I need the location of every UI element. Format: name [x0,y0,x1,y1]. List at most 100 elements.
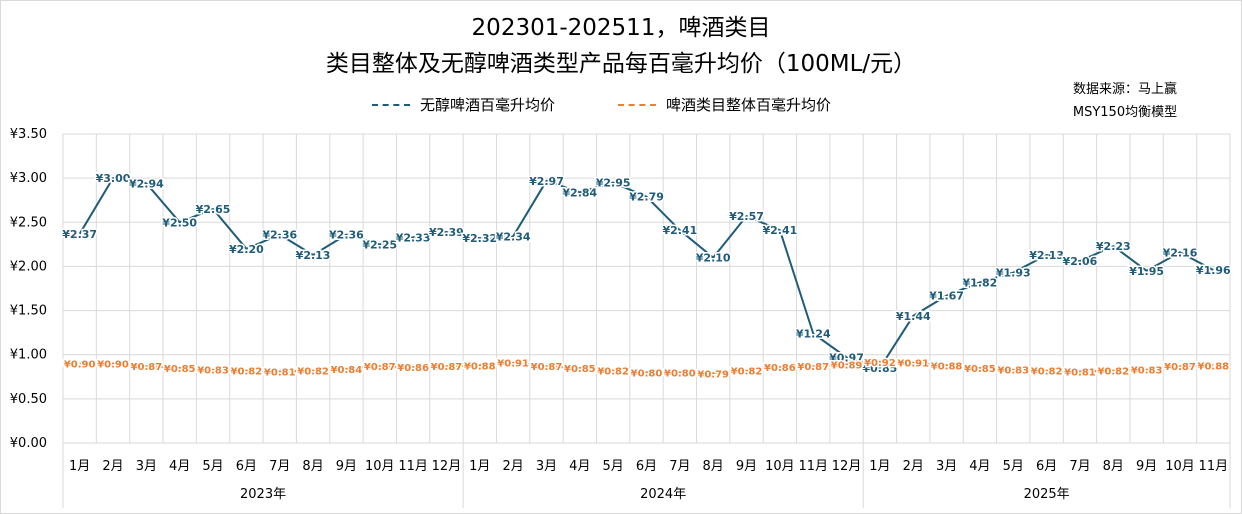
x-tick-label: 10月 [765,459,795,474]
x-tick-label: 8月 [703,459,724,474]
data-label-series2: ¥0.80 [664,368,696,379]
data-label-series2: ¥0.82 [597,367,629,378]
data-label-series2: ¥0.87 [531,362,563,373]
data-label-series1: ¥2.13 [296,249,331,262]
y-tick-label: ¥1.00 [10,348,47,363]
data-label-series1: ¥2.57 [729,210,764,223]
data-label-series2: ¥0.89 [831,360,863,371]
data-label-series1: ¥1.67 [929,290,964,303]
data-label-series1: ¥2.65 [196,203,231,216]
x-tick-label: 5月 [202,459,223,474]
y-tick-label: ¥3.50 [10,127,47,142]
data-label-series1: ¥1.95 [1129,265,1164,278]
data-label-series1: ¥2.41 [662,224,697,237]
legend-swatch-series2 [618,103,656,106]
x-tick-label: 12月 [832,459,862,474]
data-label-series1: ¥2.25 [362,238,397,251]
data-label-series2: ¥0.86 [764,363,796,374]
data-label-series2: ¥0.79 [697,369,729,380]
x-tick-label: 7月 [1069,459,1090,474]
data-label-series1: ¥2.16 [1163,246,1198,259]
x-tick-label: 8月 [302,459,323,474]
data-label-series1: ¥2.23 [1096,240,1131,253]
y-tick-label: ¥3.00 [10,171,47,186]
legend-item-series1: 无醇啤酒百毫升均价 [372,94,555,115]
x-tick-label: 10月 [365,459,395,474]
data-label-series2: ¥0.88 [931,361,963,372]
x-group-label: 2023年 [240,487,286,502]
x-group-label: 2025年 [1024,487,1070,502]
data-label-series2: ¥0.90 [97,360,129,371]
x-tick-label: 11月 [1199,459,1229,474]
x-group-label: 2024年 [640,487,686,502]
data-label-series1: ¥2.06 [1063,255,1098,268]
data-label-series2: ¥0.82 [231,367,263,378]
data-label-series1: ¥2.50 [162,216,197,229]
data-source-label: 数据来源：马上赢 [1072,82,1177,97]
x-tick-label: 8月 [1103,459,1124,474]
data-label-series1: ¥2.13 [1029,249,1064,262]
x-tick-label: 9月 [1136,459,1157,474]
data-label-series2: ¥0.85 [564,364,596,375]
x-tick-label: 9月 [736,459,757,474]
data-label-series2: ¥0.87 [131,362,163,373]
data-label-series2: ¥0.87 [797,362,829,373]
data-label-series2: ¥0.91 [497,359,529,370]
data-label-series1: ¥2.34 [496,230,531,243]
data-label-series1: ¥1.44 [896,310,931,323]
data-label-series2: ¥0.86 [397,363,429,374]
data-label-series1: ¥2.10 [696,252,731,265]
data-label-series2: ¥0.85 [164,364,196,375]
x-tick-label: 10月 [1165,459,1195,474]
chart-title-line1: 202301-202511，啤酒类目 [471,15,771,41]
series-line-2 [79,360,1214,375]
x-tick-label: 1月 [469,459,490,474]
y-tick-label: ¥2.50 [10,215,47,230]
data-label-series1: ¥2.94 [129,177,164,190]
legend-label-series1: 无醇啤酒百毫升均价 [420,96,556,114]
data-label-series1: ¥1.82 [963,276,998,289]
data-label-series1: ¥2.36 [329,229,364,242]
x-tick-label: 6月 [636,459,657,474]
x-tick-label: 3月 [136,459,157,474]
data-label-series1: ¥2.33 [396,231,431,244]
x-tick-label: 3月 [936,459,957,474]
data-label-series1: ¥2.20 [229,243,264,256]
data-label-series1: ¥2.97 [529,175,564,188]
data-label-series1: ¥2.39 [429,226,464,239]
data-label-series1: ¥1.93 [996,267,1031,280]
data-label-series2: ¥0.83 [197,366,229,377]
data-label-series2: ¥0.82 [731,367,763,378]
data-label-series1: ¥2.32 [462,232,497,245]
x-tick-label: 2月 [102,459,123,474]
data-label-series1: ¥2.41 [762,224,797,237]
data-label-series1: ¥1.24 [796,328,831,341]
data-label-series1: ¥3.00 [96,172,131,185]
x-tick-label: 5月 [1003,459,1024,474]
data-label-series2: ¥0.84 [331,365,363,376]
data-label-series2: ¥0.83 [1131,366,1163,377]
data-label-series2: ¥0.87 [364,362,396,373]
data-label-series2: ¥0.88 [1198,361,1230,372]
data-label-series1: ¥2.37 [62,228,97,241]
x-tick-label: 4月 [169,459,190,474]
data-label-series2: ¥0.80 [631,368,663,379]
x-tick-label: 1月 [869,459,890,474]
data-label-series2: ¥0.85 [964,364,996,375]
x-tick-label: 1月 [69,459,90,474]
data-label-series1: ¥2.95 [596,177,631,190]
data-label-series2: ¥0.87 [431,362,463,373]
x-tick-label: 6月 [236,459,257,474]
data-label-series2: ¥0.83 [997,366,1029,377]
y-tick-label: ¥2.00 [10,259,47,274]
data-label-series1: ¥1.96 [1196,264,1231,277]
data-label-series2: ¥0.91 [897,359,929,370]
x-tick-label: 9月 [336,459,357,474]
x-tick-label: 2月 [903,459,924,474]
x-tick-label: 12月 [432,459,462,474]
data-label-series2: ¥0.92 [864,358,896,369]
data-label-series1: ¥0.85 [863,362,898,375]
y-tick-label: ¥0.00 [10,436,47,451]
data-label-series2: ¥0.81 [1064,367,1096,378]
